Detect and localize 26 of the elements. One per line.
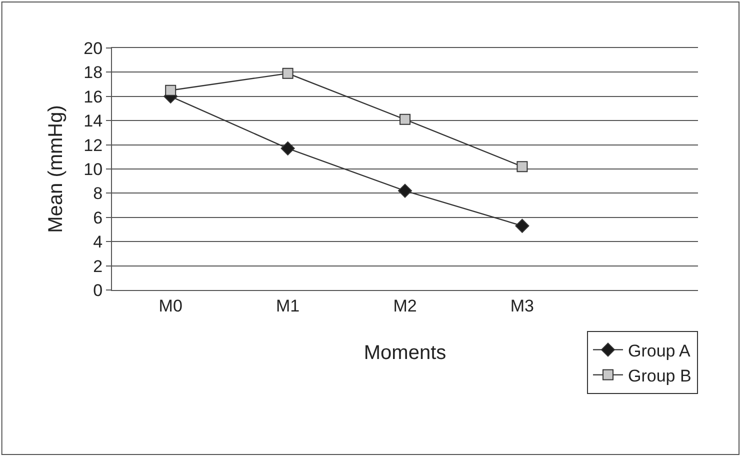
point xyxy=(165,84,176,96)
y-tick-label: 16 xyxy=(84,87,103,106)
x-tick-label: M3 xyxy=(510,296,534,316)
legend-label: Group B xyxy=(628,366,692,386)
y-axis-title: Mean (mmHg) xyxy=(45,105,68,233)
y-tick-label: 18 xyxy=(84,63,103,82)
x-tick-label: M2 xyxy=(393,296,417,316)
point xyxy=(280,141,295,156)
point xyxy=(516,161,528,172)
point xyxy=(400,114,410,125)
legend-label: Group A xyxy=(628,341,692,360)
point xyxy=(398,184,412,198)
x-tick-label: M1 xyxy=(276,296,300,316)
y-tick-label: 2 xyxy=(93,256,103,276)
y-tick-label: 10 xyxy=(84,160,103,179)
x-axis-title: Moments xyxy=(364,342,446,364)
point xyxy=(515,218,530,233)
y-tick-label: 8 xyxy=(93,184,103,204)
y-tick-label: 6 xyxy=(93,208,103,228)
y-tick-label: 0 xyxy=(93,280,103,300)
y-tick-label: 12 xyxy=(84,136,103,155)
point xyxy=(282,68,294,79)
x-tick-label: M0 xyxy=(158,296,182,316)
y-tick-label: 14 xyxy=(84,112,103,131)
y-tick-label: 20 xyxy=(84,38,103,58)
y-tick-label: 4 xyxy=(93,232,103,252)
